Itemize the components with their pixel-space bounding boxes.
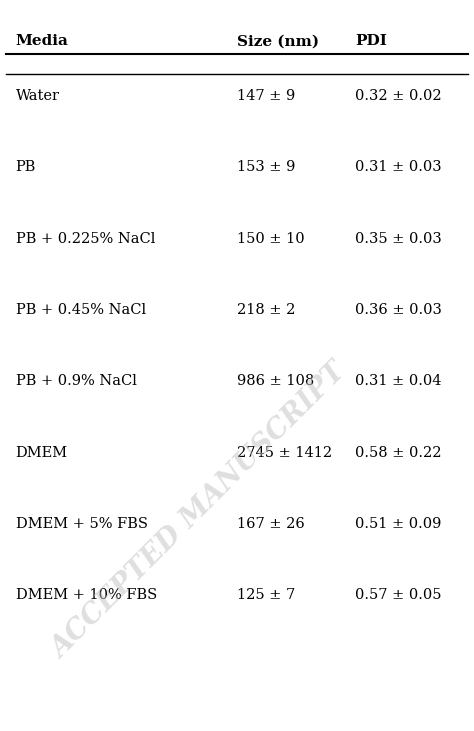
Text: 0.31 ± 0.03: 0.31 ± 0.03 xyxy=(355,160,441,174)
Text: 986 ± 108: 986 ± 108 xyxy=(237,374,314,388)
Text: PB: PB xyxy=(16,160,36,174)
Text: 153 ± 9: 153 ± 9 xyxy=(237,160,295,174)
Text: PDI: PDI xyxy=(355,34,387,48)
Text: DMEM: DMEM xyxy=(16,446,68,460)
Text: PB + 0.225% NaCl: PB + 0.225% NaCl xyxy=(16,232,155,246)
Text: 0.51 ± 0.09: 0.51 ± 0.09 xyxy=(355,517,441,531)
Text: DMEM + 5% FBS: DMEM + 5% FBS xyxy=(16,517,147,531)
Text: 0.31 ± 0.04: 0.31 ± 0.04 xyxy=(355,374,441,388)
Text: 147 ± 9: 147 ± 9 xyxy=(237,88,295,103)
Text: 0.36 ± 0.03: 0.36 ± 0.03 xyxy=(355,303,442,317)
Text: ACCEPTED MANUSCRIPT: ACCEPTED MANUSCRIPT xyxy=(46,358,352,664)
Text: PB + 0.45% NaCl: PB + 0.45% NaCl xyxy=(16,303,146,317)
Text: 0.35 ± 0.03: 0.35 ± 0.03 xyxy=(355,232,442,246)
Text: 150 ± 10: 150 ± 10 xyxy=(237,232,305,246)
Text: PB + 0.9% NaCl: PB + 0.9% NaCl xyxy=(16,374,137,388)
Text: 218 ± 2: 218 ± 2 xyxy=(237,303,295,317)
Text: Water: Water xyxy=(16,88,60,103)
Text: 125 ± 7: 125 ± 7 xyxy=(237,588,295,602)
Text: Media: Media xyxy=(16,34,68,48)
Text: 0.57 ± 0.05: 0.57 ± 0.05 xyxy=(355,588,441,602)
Text: Size (nm): Size (nm) xyxy=(237,34,319,48)
Text: DMEM + 10% FBS: DMEM + 10% FBS xyxy=(16,588,157,602)
Text: 2745 ± 1412: 2745 ± 1412 xyxy=(237,446,332,460)
Text: 167 ± 26: 167 ± 26 xyxy=(237,517,305,531)
Text: 0.58 ± 0.22: 0.58 ± 0.22 xyxy=(355,446,441,460)
Text: 0.32 ± 0.02: 0.32 ± 0.02 xyxy=(355,88,441,103)
